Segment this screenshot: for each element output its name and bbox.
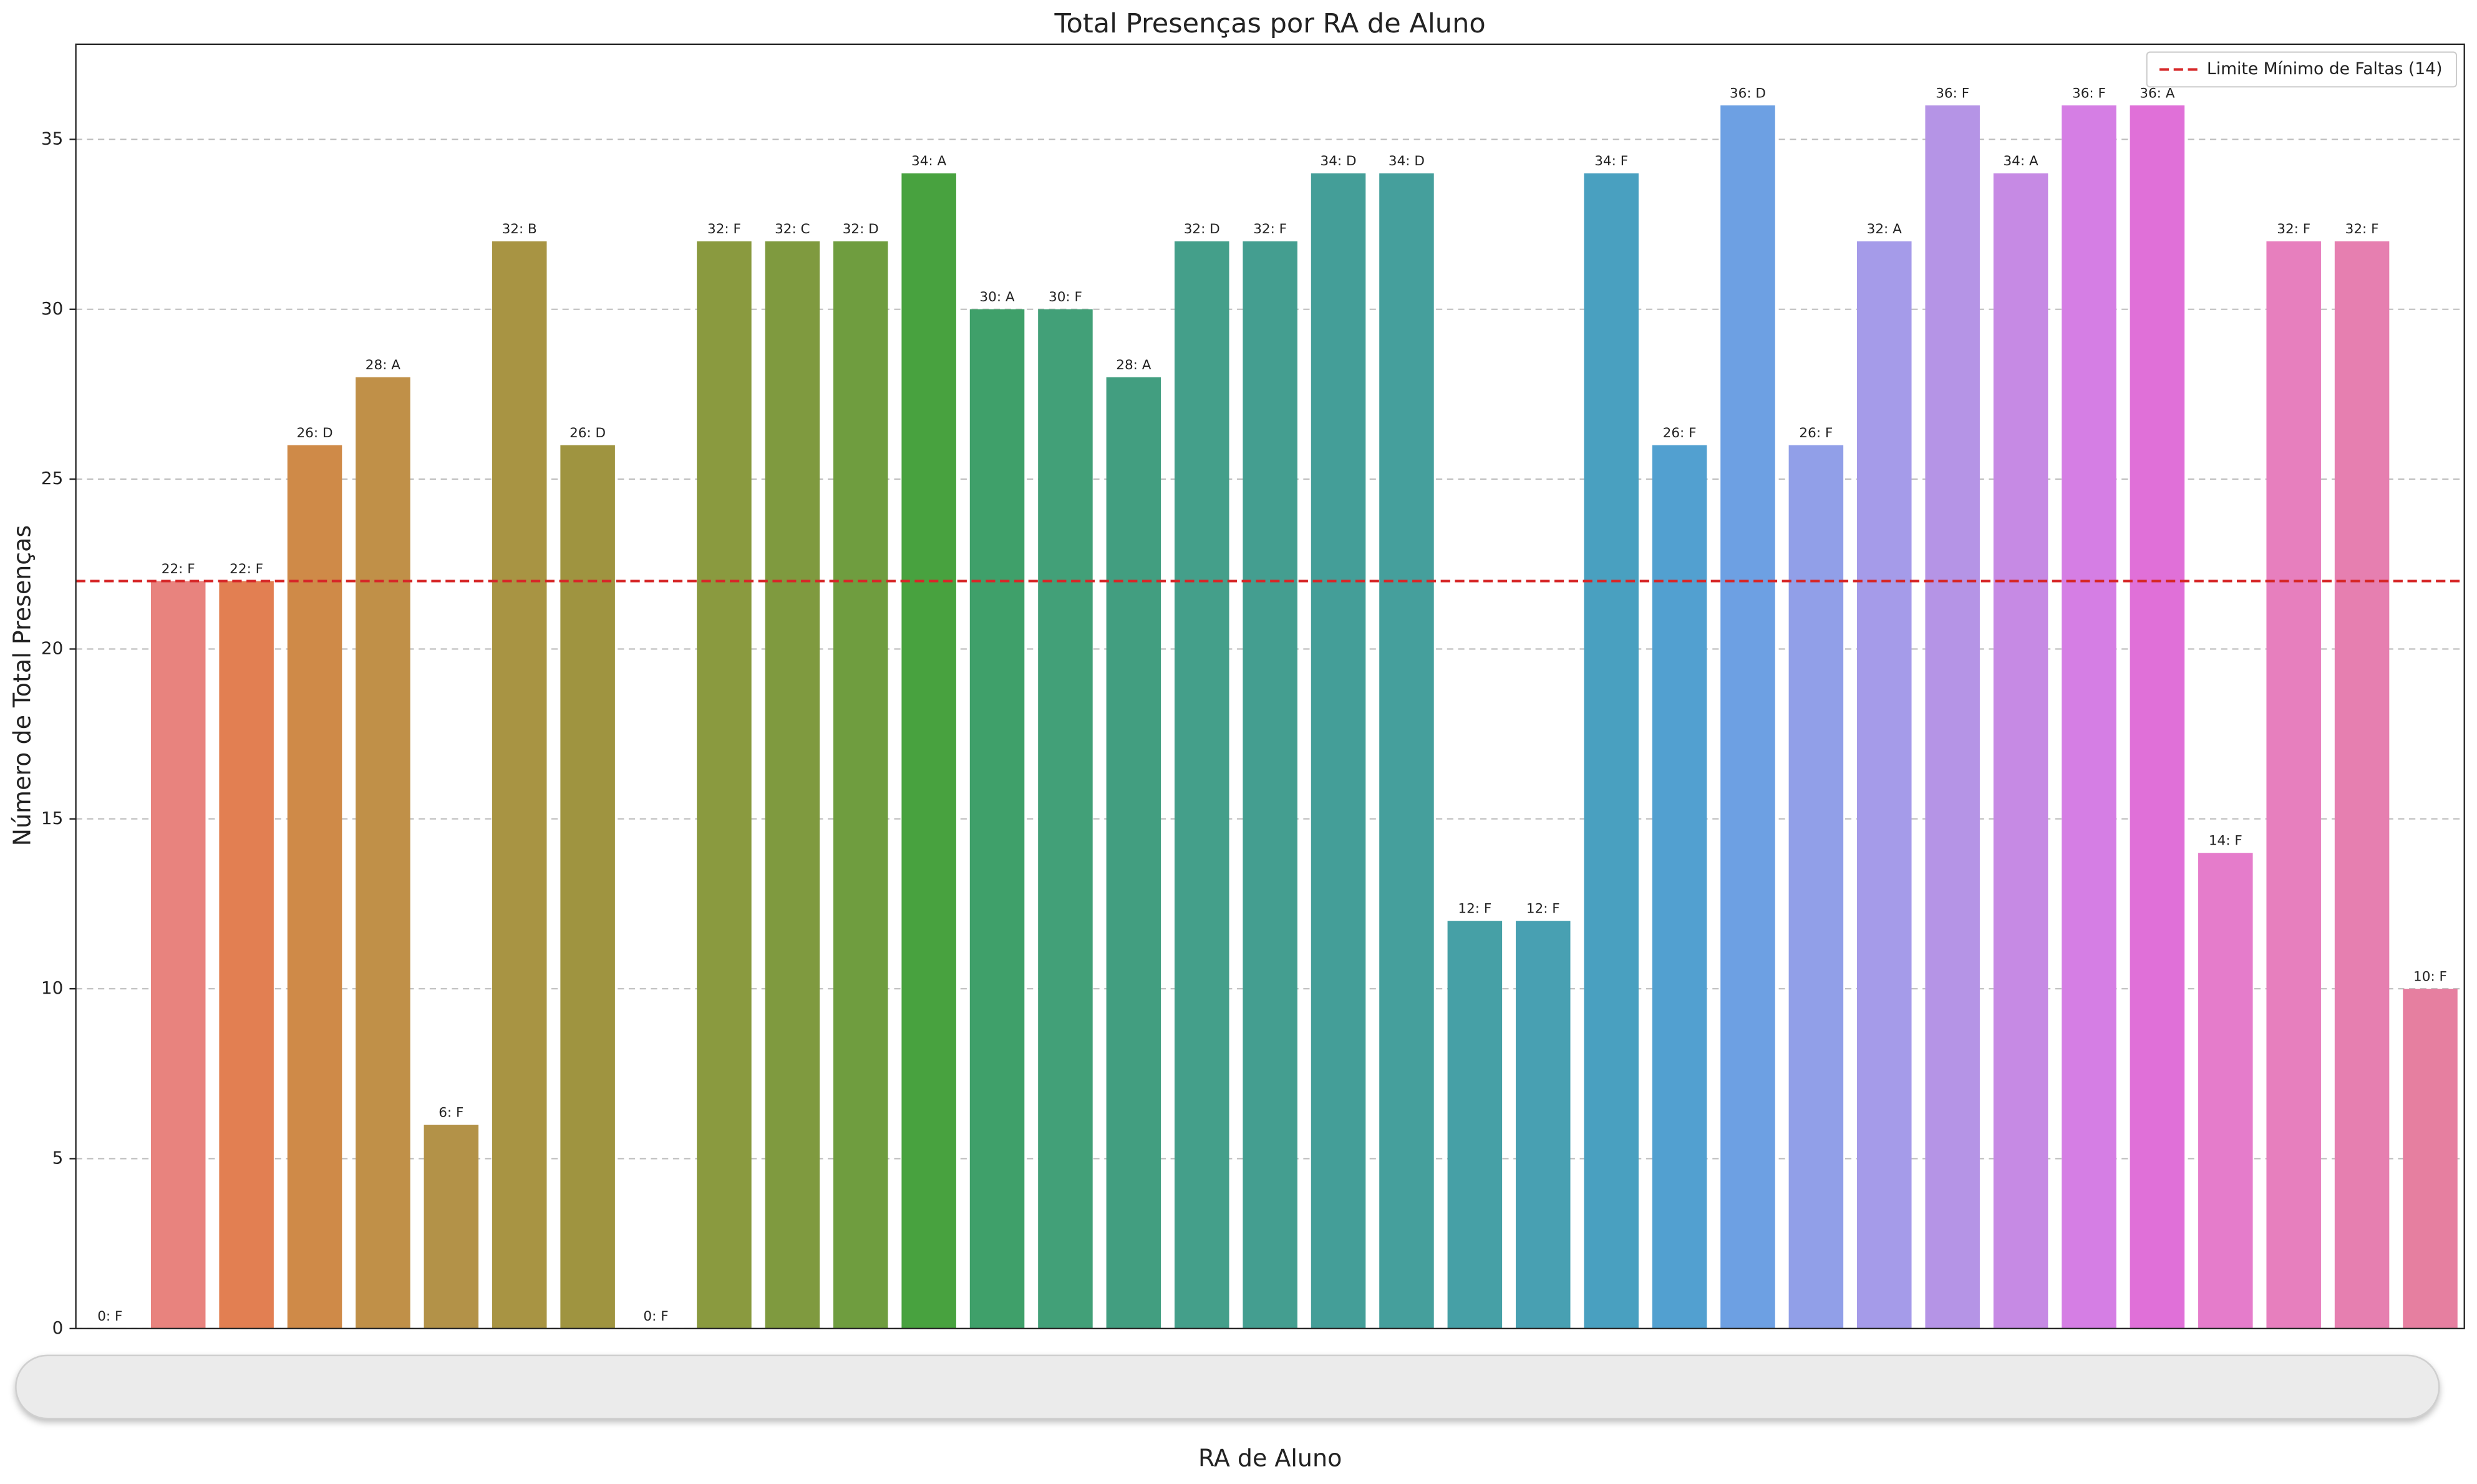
bar: [2266, 241, 2321, 1329]
value-label: 36: A: [2140, 85, 2174, 101]
value-label: 36: F: [1936, 85, 1969, 101]
value-label: 14: F: [2209, 833, 2242, 849]
bar: [492, 241, 547, 1329]
value-label: 34: A: [2003, 153, 2038, 169]
bar: [901, 173, 956, 1329]
bar: [1311, 173, 1366, 1329]
plot-frame: [75, 43, 2465, 1329]
legend-label: Limite Mínimo de Faltas (14): [2207, 59, 2443, 79]
bar: [2062, 105, 2116, 1329]
bar: [356, 377, 410, 1329]
value-label: 34: D: [1389, 153, 1425, 169]
y-tick-label: 5: [52, 1147, 64, 1168]
value-label: 34: A: [911, 153, 946, 169]
bar: [969, 309, 1025, 1329]
bar: [424, 1124, 479, 1329]
bar: [1447, 921, 1503, 1329]
value-label: 26: F: [1799, 425, 1833, 441]
bar: [1652, 445, 1707, 1329]
y-tick-label: 20: [41, 638, 63, 658]
value-label: 34: D: [1321, 153, 1357, 169]
value-label: 32: F: [2345, 221, 2379, 237]
bar: [2130, 105, 2185, 1329]
value-label: 26: D: [570, 425, 606, 441]
value-label: 30: F: [1049, 289, 1082, 305]
y-axis-label: Número de Total Presenças: [9, 525, 36, 846]
bar: [219, 581, 274, 1329]
bar: [1243, 241, 1297, 1329]
value-label: 28: A: [1116, 357, 1151, 373]
y-tick-label: 15: [41, 808, 63, 828]
bar: [765, 241, 820, 1329]
bar: [1379, 173, 1434, 1329]
bar: [1106, 377, 1161, 1329]
value-label: 22: F: [162, 561, 195, 577]
value-label: 30: A: [979, 289, 1014, 305]
value-label: 26: F: [1663, 425, 1697, 441]
value-label: 28: A: [366, 357, 400, 373]
chart-title: Total Presenças por RA de Aluno: [1054, 8, 1486, 39]
y-tick-label: 30: [41, 298, 63, 319]
value-label: 34: F: [1594, 153, 1628, 169]
legend-box: [2146, 51, 2458, 88]
bar: [2403, 989, 2458, 1329]
bar: [1174, 241, 1229, 1329]
value-label: 10: F: [2413, 969, 2447, 984]
bar: [1584, 173, 1639, 1329]
y-tick-label: 10: [41, 977, 63, 998]
value-label: 32: D: [843, 221, 879, 237]
bar: [1993, 173, 2048, 1329]
value-label: 32: F: [2277, 221, 2310, 237]
bar: [2198, 853, 2253, 1329]
value-label: 32: B: [502, 221, 537, 237]
value-label: 0: F: [643, 1309, 668, 1324]
value-label: 32: F: [707, 221, 741, 237]
value-label: 32: A: [1867, 221, 1902, 237]
value-label: 12: F: [1526, 901, 1560, 917]
value-label: 0: F: [97, 1309, 122, 1324]
bar: [1857, 241, 1912, 1329]
bar: [560, 445, 615, 1329]
plot-area: 0 5 10 15 20 25 30 35 0: F 22: F 22: F 26: D 28: A 6:…: [41, 51, 2465, 1338]
y-tick-label: 35: [41, 128, 63, 148]
y-tick-label: 0: [52, 1317, 64, 1338]
bar: [833, 241, 888, 1329]
bar: [287, 445, 342, 1329]
bar: [1720, 105, 1775, 1329]
value-label: 32: C: [775, 221, 810, 237]
bar: [1038, 309, 1093, 1329]
bar: [1515, 921, 1571, 1329]
value-label: 26: D: [296, 425, 332, 441]
value-label: 32: D: [1184, 221, 1220, 237]
bar: [697, 241, 752, 1329]
value-label: 36: F: [2072, 85, 2106, 101]
value-label: 6: F: [439, 1105, 463, 1120]
bar: [150, 581, 206, 1329]
value-label: 12: F: [1458, 901, 1491, 917]
value-label: 36: D: [1730, 85, 1766, 101]
value-label: 32: F: [1253, 221, 1287, 237]
value-label: 22: F: [230, 561, 263, 577]
redaction-overlay: [15, 1354, 2440, 1420]
bar: [2334, 241, 2390, 1329]
bar: [1925, 105, 1980, 1329]
y-tick-label: 25: [41, 468, 63, 488]
bar: [1788, 445, 1844, 1329]
x-axis-label: RA de Aluno: [1198, 1445, 1342, 1472]
